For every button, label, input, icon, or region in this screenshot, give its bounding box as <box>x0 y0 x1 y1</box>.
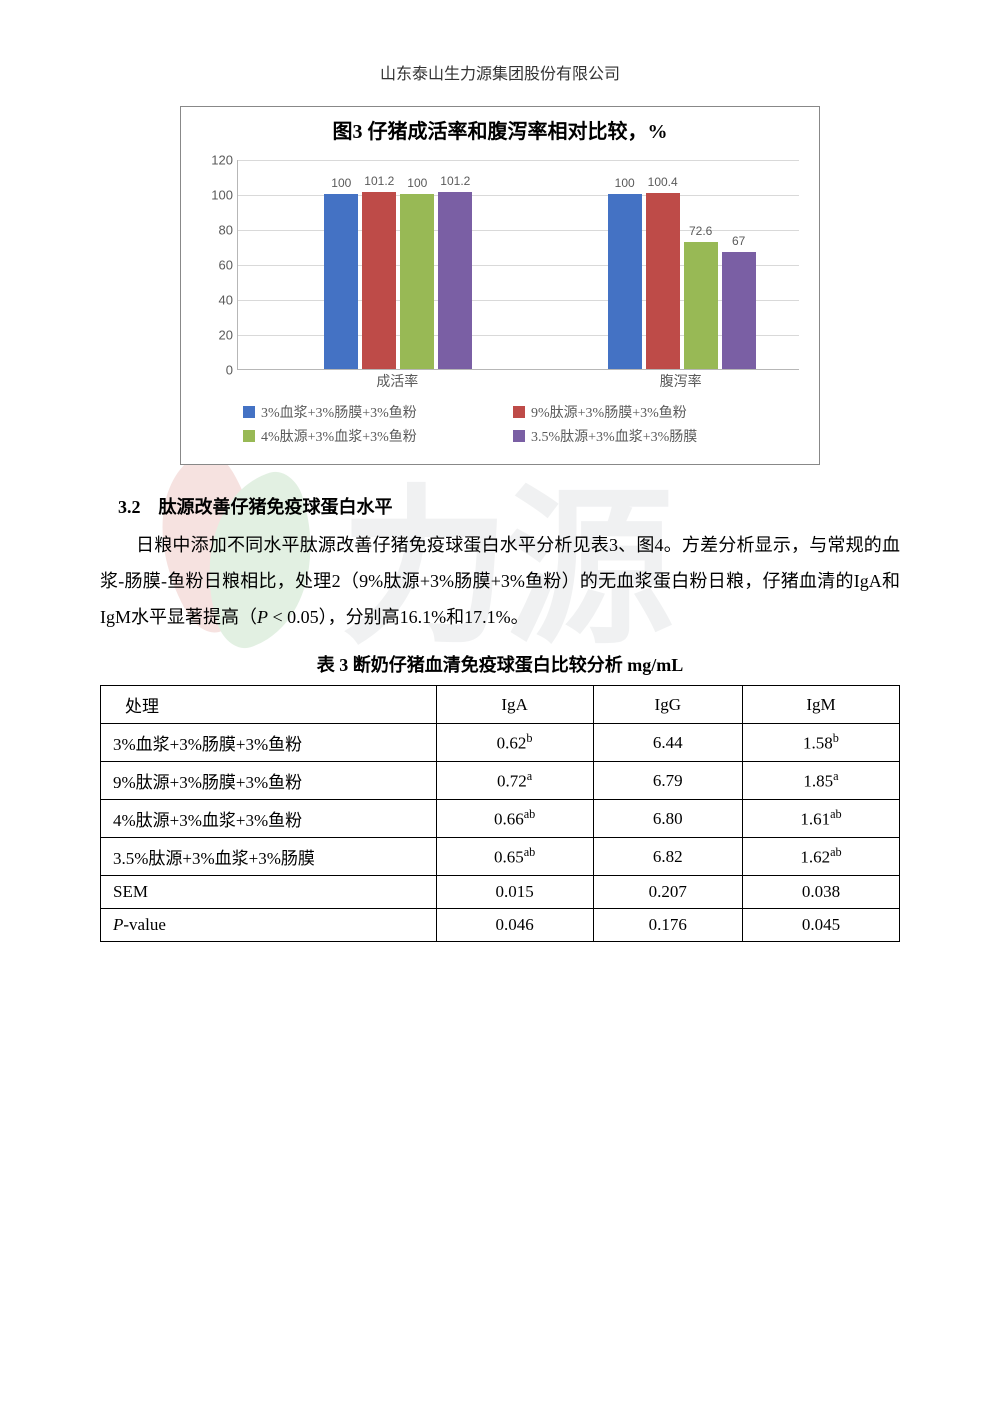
bar-value-label: 100.4 <box>648 175 678 189</box>
y-axis-tick: 0 <box>195 363 233 378</box>
table-cell: 3%血浆+3%肠膜+3%鱼粉 <box>101 724 437 762</box>
bar-value-label: 100 <box>615 176 635 190</box>
y-axis-tick: 40 <box>195 293 233 308</box>
legend-item: 9%肽源+3%肠膜+3%鱼粉 <box>513 402 743 422</box>
bar-value-label: 101.2 <box>440 174 470 188</box>
table-3: 处理IgAIgGIgM3%血浆+3%肠膜+3%鱼粉0.62b6.441.58b9… <box>100 685 900 942</box>
table-header-cell: IgA <box>436 686 593 724</box>
legend-item: 3.5%肽源+3%血浆+3%肠膜 <box>513 426 743 446</box>
table-row: 9%肽源+3%肠膜+3%鱼粉0.72a6.791.85a <box>101 762 900 800</box>
legend-item: 4%肽源+3%血浆+3%鱼粉 <box>243 426 473 446</box>
table-cell: 4%肽源+3%血浆+3%鱼粉 <box>101 800 437 838</box>
table-cell: 9%肽源+3%肠膜+3%鱼粉 <box>101 762 437 800</box>
section-heading-3-2: 3.2 肽源改善仔猪免疫球蛋白水平 <box>118 493 900 519</box>
bar-value-label: 100 <box>331 176 351 190</box>
figure-3-chart: 图3 仔猪成活率和腹泻率相对比较，% 100101.2100101.2成活率10… <box>180 106 820 465</box>
legend-label: 9%肽源+3%肠膜+3%鱼粉 <box>531 402 687 422</box>
table-cell: 0.176 <box>593 909 742 942</box>
bar: 100 <box>608 194 642 369</box>
y-axis-tick: 120 <box>195 153 233 168</box>
legend-label: 3%血浆+3%肠膜+3%鱼粉 <box>261 402 417 422</box>
bar-group: 100100.472.667 <box>608 193 760 369</box>
legend-item: 3%血浆+3%肠膜+3%鱼粉 <box>243 402 473 422</box>
table-row: 3.5%肽源+3%血浆+3%肠膜0.65ab6.821.62ab <box>101 838 900 876</box>
legend-label: 4%肽源+3%血浆+3%鱼粉 <box>261 426 417 446</box>
legend-label: 3.5%肽源+3%血浆+3%肠膜 <box>531 426 697 446</box>
table-row: 4%肽源+3%血浆+3%鱼粉0.66ab6.801.61ab <box>101 800 900 838</box>
table-cell: 0.207 <box>593 876 742 909</box>
x-category-label: 成活率 <box>376 371 418 391</box>
table-header-cell: IgM <box>742 686 899 724</box>
bar-value-label: 101.2 <box>364 174 394 188</box>
section-paragraph: 日粮中添加不同水平肽源改善仔猪免疫球蛋白水平分析见表3、图4。方差分析显示，与常… <box>100 527 900 635</box>
bar-value-label: 67 <box>732 234 745 248</box>
y-axis-tick: 20 <box>195 328 233 343</box>
table-row: P-value0.0460.1760.045 <box>101 909 900 942</box>
table-cell: 0.72a <box>436 762 593 800</box>
table-cell: 0.65ab <box>436 838 593 876</box>
table-cell: 0.66ab <box>436 800 593 838</box>
table-header-cell: 处理 <box>101 686 437 724</box>
table-row: SEM0.0150.2070.038 <box>101 876 900 909</box>
table-cell: 6.82 <box>593 838 742 876</box>
bar: 100 <box>324 194 358 369</box>
chart-title: 图3 仔猪成活率和腹泻率相对比较，% <box>181 107 819 148</box>
chart-legend: 3%血浆+3%肠膜+3%鱼粉 9%肽源+3%肠膜+3%鱼粉 4%肽源+3%血浆+3%… <box>181 394 819 464</box>
table-cell: 6.44 <box>593 724 742 762</box>
bar: 100 <box>400 194 434 369</box>
bar: 72.6 <box>684 242 718 369</box>
bar: 100.4 <box>646 193 680 369</box>
bar-value-label: 100 <box>407 176 427 190</box>
y-axis-tick: 100 <box>195 188 233 203</box>
legend-swatch <box>243 430 255 442</box>
table-3-title: 表 3 断奶仔猪血清免疫球蛋白比较分析 mg/mL <box>100 651 900 677</box>
legend-swatch <box>243 406 255 418</box>
bar: 101.2 <box>362 192 396 369</box>
bar: 101.2 <box>438 192 472 369</box>
table-cell: 1.62ab <box>742 838 899 876</box>
y-axis-tick: 60 <box>195 258 233 273</box>
chart-plot: 100101.2100101.2成活率100100.472.667腹泻率 020… <box>195 154 805 394</box>
bar-value-label: 72.6 <box>689 224 712 238</box>
page-header-company: 山东泰山生力源集团股份有限公司 <box>0 0 1000 84</box>
table-cell: 0.015 <box>436 876 593 909</box>
table-cell: 1.61ab <box>742 800 899 838</box>
table-cell: SEM <box>101 876 437 909</box>
table-cell: P-value <box>101 909 437 942</box>
table-header-cell: IgG <box>593 686 742 724</box>
table-cell: 0.046 <box>436 909 593 942</box>
bar: 67 <box>722 252 756 369</box>
table-cell: 1.85a <box>742 762 899 800</box>
bar-group: 100101.2100101.2 <box>324 192 476 369</box>
table-cell: 6.79 <box>593 762 742 800</box>
table-row: 3%血浆+3%肠膜+3%鱼粉0.62b6.441.58b <box>101 724 900 762</box>
table-cell: 1.58b <box>742 724 899 762</box>
table-cell: 0.62b <box>436 724 593 762</box>
legend-swatch <box>513 406 525 418</box>
x-category-label: 腹泻率 <box>660 371 702 391</box>
table-cell: 6.80 <box>593 800 742 838</box>
document-body: 3.2 肽源改善仔猪免疫球蛋白水平 日粮中添加不同水平肽源改善仔猪免疫球蛋白水平… <box>100 493 900 942</box>
table-cell: 3.5%肽源+3%血浆+3%肠膜 <box>101 838 437 876</box>
legend-swatch <box>513 430 525 442</box>
table-cell: 0.038 <box>742 876 899 909</box>
y-axis-tick: 80 <box>195 223 233 238</box>
table-cell: 0.045 <box>742 909 899 942</box>
